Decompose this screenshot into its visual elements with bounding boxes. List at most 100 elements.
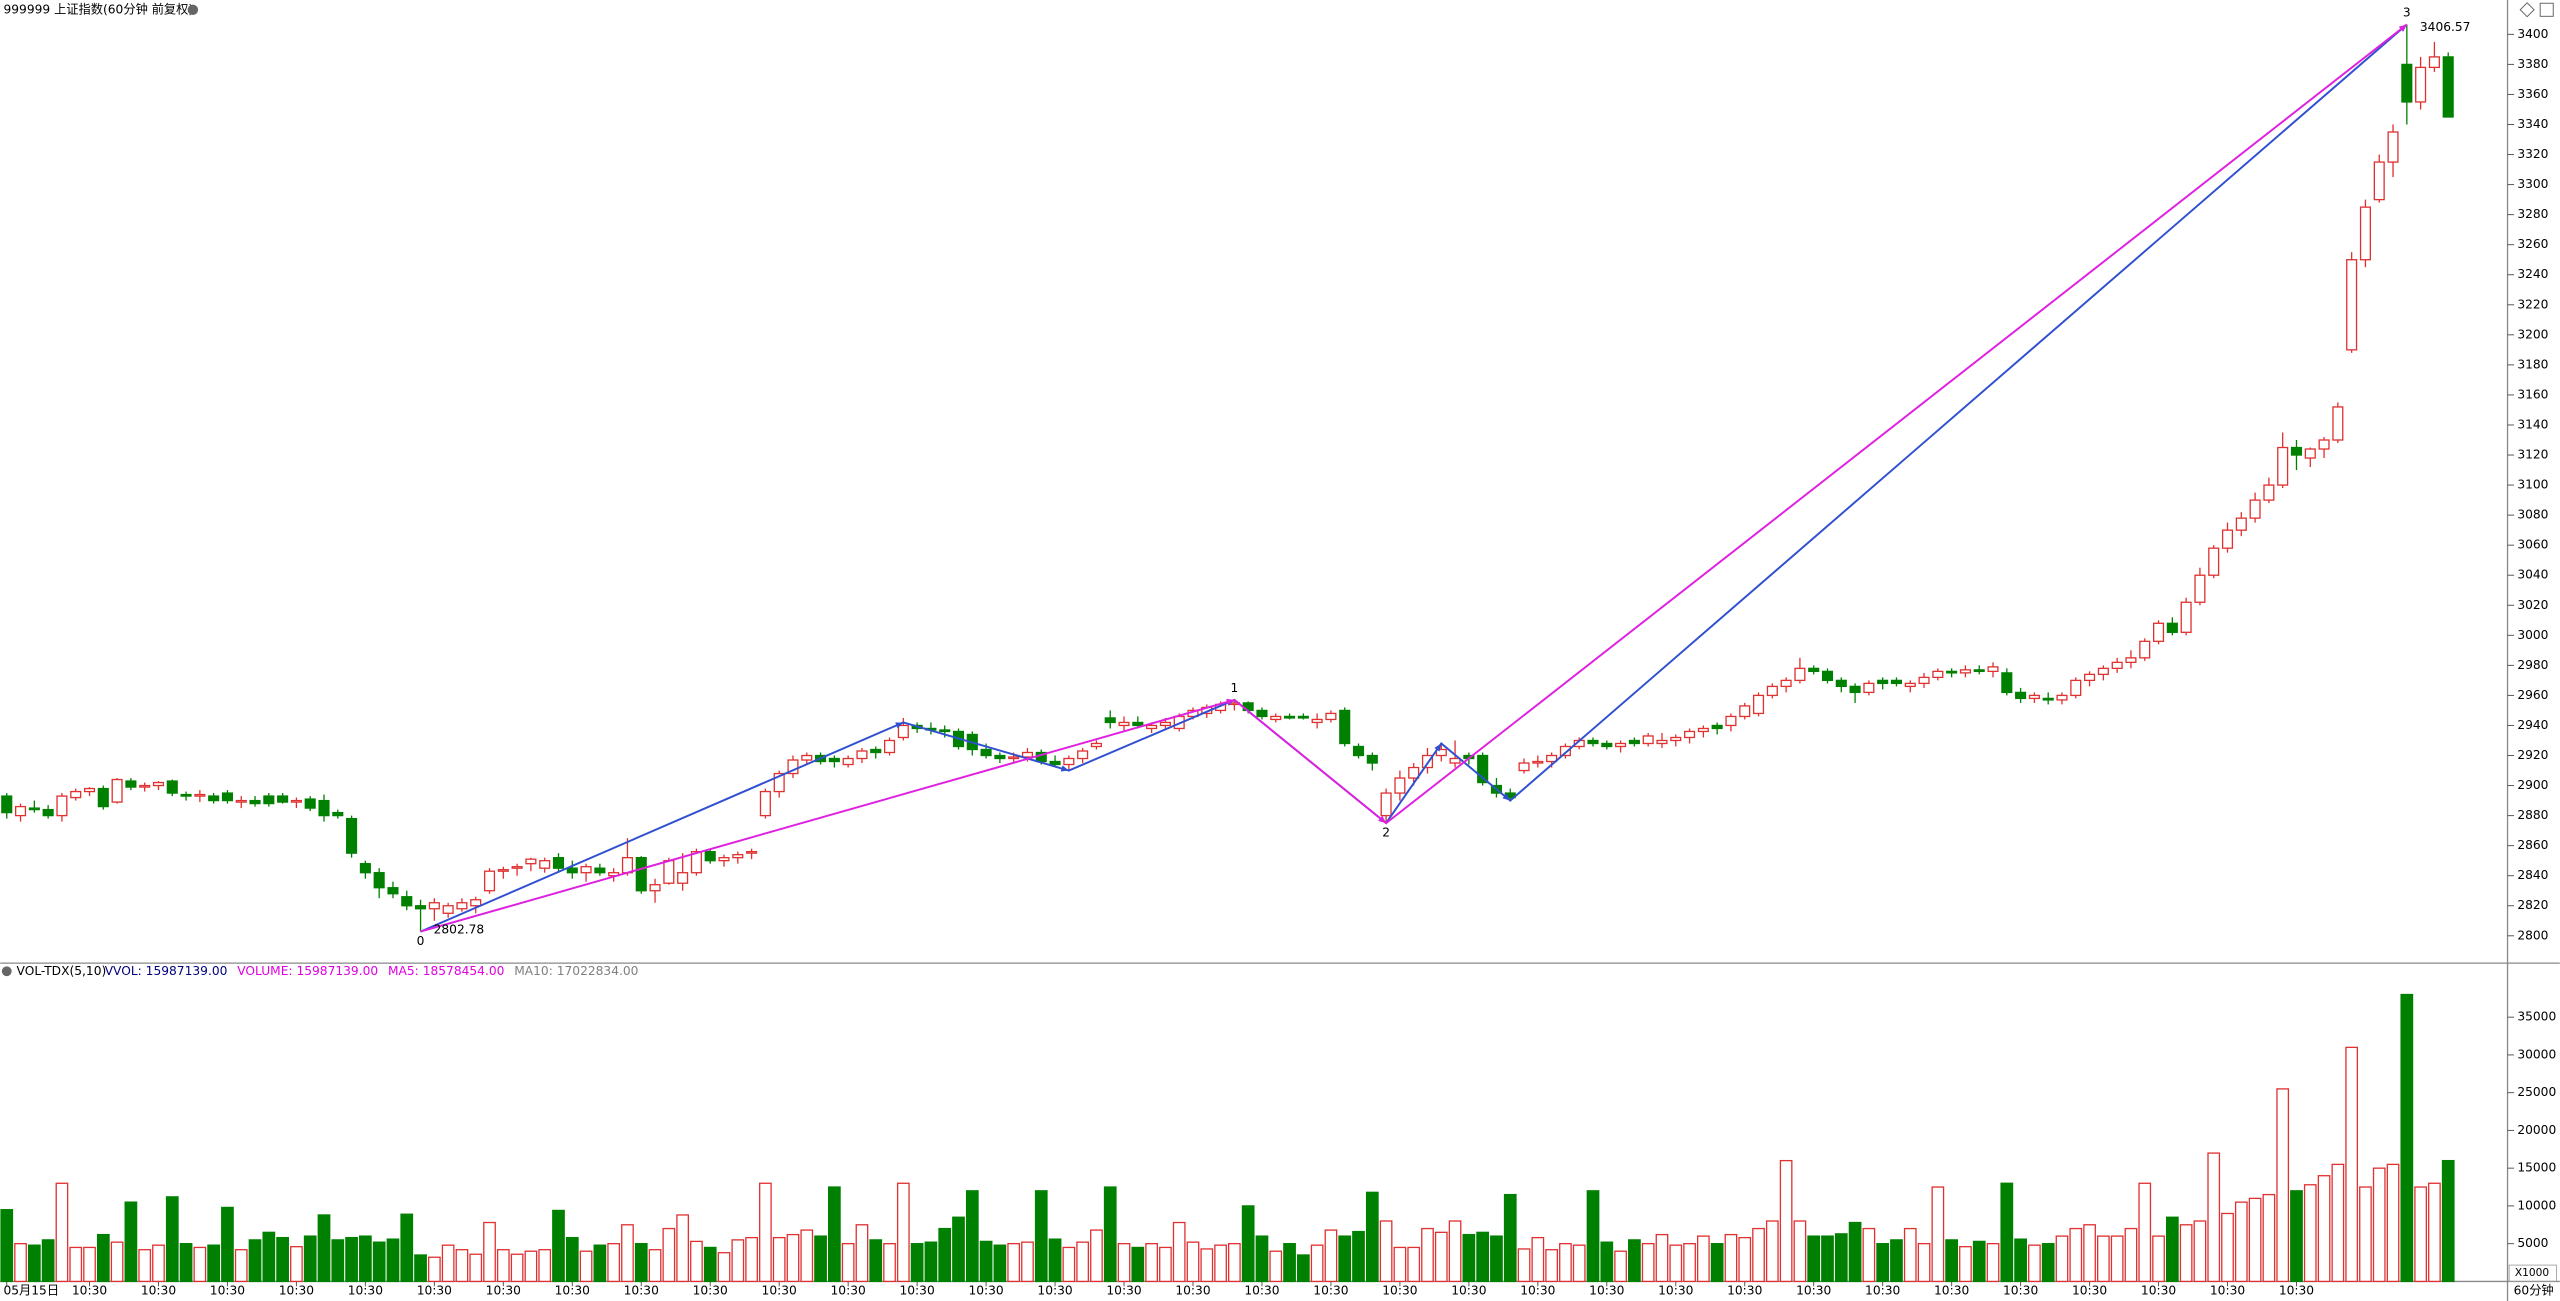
- candle-body: [470, 899, 482, 907]
- candle-body: [2042, 697, 2054, 701]
- y-tick-label: 3140: [2517, 417, 2548, 431]
- volume-bar: [524, 1250, 538, 1283]
- candle-body: [732, 854, 744, 859]
- candle-body: [221, 792, 233, 802]
- candle-body: [1159, 721, 1171, 727]
- candle-body: [2277, 446, 2289, 486]
- volume-bar: [96, 1233, 110, 1283]
- candle-body: [235, 799, 247, 803]
- volume-bar: [814, 1235, 827, 1283]
- volume-bar: [2193, 1220, 2207, 1283]
- x-tick-label: 10:30: [2279, 1284, 2314, 1298]
- candle-body: [1008, 756, 1020, 760]
- y-tick-label: 3100: [2517, 478, 2548, 492]
- candle-body: [539, 860, 551, 869]
- volume-bar: [1117, 1243, 1131, 1283]
- candle-body: [2221, 529, 2234, 549]
- wave-line: [420, 23, 2408, 933]
- candle-body: [2001, 672, 2013, 694]
- volume-bar: [2221, 1212, 2234, 1283]
- candle-body: [552, 857, 565, 869]
- wave-arrowhead: [1434, 743, 1442, 752]
- candle-body: [1532, 760, 1544, 764]
- volume-bar: [345, 1236, 358, 1283]
- volume-bar: [1379, 1220, 1393, 1283]
- volume-bar: [1586, 1190, 1600, 1283]
- candle-body: [28, 807, 40, 811]
- candle-body: [677, 872, 689, 884]
- volume-bar: [2110, 1235, 2124, 1283]
- candle-body: [249, 799, 261, 805]
- candle-body: [1877, 679, 1889, 685]
- volume-legend-item: MA10: 17022834.00: [514, 964, 638, 978]
- volume-bar: [1972, 1240, 1986, 1283]
- volume-bar: [1821, 1235, 1834, 1283]
- candle-body: [1559, 745, 1571, 757]
- candle-body: [897, 724, 909, 739]
- x-tick-label: 10:30: [1451, 1284, 1486, 1298]
- volume-bar: [993, 1244, 1007, 1283]
- volume-bar: [1324, 1229, 1338, 1283]
- volume-bar: [331, 1239, 345, 1283]
- volume-bar: [1807, 1235, 1821, 1283]
- candle-body: [994, 754, 1006, 760]
- volume-tick-label: 35000: [2517, 1010, 2556, 1024]
- volume-bar: [441, 1244, 455, 1283]
- candle-body: [1615, 742, 1627, 748]
- volume-bar: [938, 1227, 952, 1283]
- volume-bar: [1269, 1250, 1283, 1283]
- candle-body: [373, 872, 385, 889]
- volume-bar: [800, 1229, 814, 1283]
- volume-bar: [1076, 1241, 1090, 1283]
- candle-body: [580, 866, 592, 874]
- candle-body: [1049, 760, 1061, 766]
- y-tick-label: 3360: [2517, 87, 2548, 101]
- candle-body: [1711, 724, 1723, 730]
- wave-arrowhead: [1378, 815, 1387, 824]
- x-tick-label: 10:30: [486, 1284, 521, 1298]
- volume-bar: [855, 1224, 869, 1283]
- candle-body: [2166, 622, 2178, 633]
- diamond-icon[interactable]: [2519, 2, 2535, 18]
- candle-body: [1380, 792, 1392, 817]
- candle-body: [2084, 673, 2096, 682]
- volume-bar: [703, 1246, 717, 1283]
- volume-bar: [2165, 1216, 2179, 1283]
- candle-body: [759, 790, 771, 817]
- panel-icon[interactable]: [2539, 2, 2554, 17]
- volume-bar: [2372, 1167, 2386, 1283]
- candle-body: [1256, 709, 1268, 718]
- candle-body: [1959, 669, 1971, 674]
- volume-bar: [538, 1249, 552, 1283]
- candle-body: [166, 780, 178, 794]
- volume-bar: [1848, 1221, 1862, 1283]
- volume-bar: [303, 1235, 317, 1283]
- volume-bar: [1186, 1241, 1200, 1283]
- candle-body: [332, 811, 344, 817]
- candle-body: [2180, 601, 2192, 633]
- volume-menu-icon[interactable]: [1, 966, 12, 977]
- candle-body: [1325, 712, 1337, 721]
- y-tick-label: 3380: [2517, 57, 2548, 71]
- volume-bar: [1710, 1243, 1724, 1283]
- volume-bar: [207, 1244, 221, 1283]
- volume-bar: [1145, 1243, 1158, 1283]
- title-menu-icon[interactable]: [187, 4, 199, 16]
- volume-bar: [483, 1221, 496, 1283]
- candle-body: [1808, 667, 1820, 673]
- candle-body: [415, 905, 427, 910]
- candle-body: [346, 817, 358, 854]
- x-tick-label: 10:30: [1796, 1284, 1831, 1298]
- x-tick-label: 10:30: [2210, 1284, 2245, 1298]
- candle-body: [1697, 727, 1709, 733]
- volume-bar: [745, 1236, 758, 1283]
- volume-bar: [1572, 1244, 1586, 1283]
- volume-bar: [1614, 1250, 1627, 1283]
- candle-body: [2208, 547, 2220, 576]
- candle-body: [883, 739, 896, 754]
- candle-body: [442, 905, 454, 914]
- candle-body: [718, 857, 730, 862]
- wave-arrowhead: [2398, 24, 2407, 32]
- volume-bar: [138, 1249, 152, 1283]
- period-label[interactable]: 60分钟: [2514, 1283, 2554, 1298]
